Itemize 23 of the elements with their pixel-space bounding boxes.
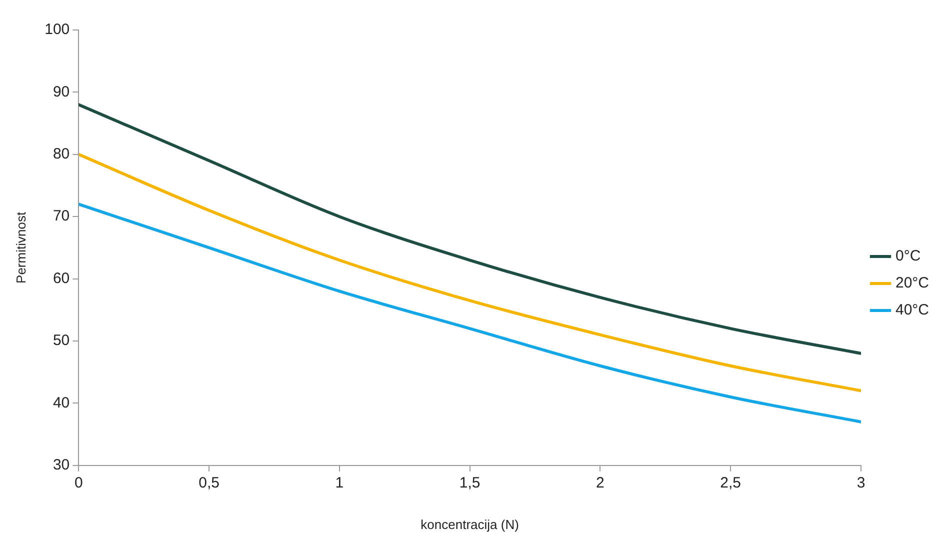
y-tick-label: 90 xyxy=(52,83,70,100)
x-tick-label: 1 xyxy=(335,474,344,492)
y-tick-label: 80 xyxy=(52,146,70,163)
x-axis-title: koncentracija (N) xyxy=(420,516,519,532)
legend-label: 40°C xyxy=(895,302,930,319)
legend-label: 20°C xyxy=(895,274,930,292)
x-tick-label: 1,5 xyxy=(459,474,480,492)
y-tick-label: 40 xyxy=(52,394,70,412)
line-series xyxy=(78,202,861,424)
x-tick-label: 2,5 xyxy=(720,474,742,492)
x-tick-label: 3 xyxy=(856,474,866,492)
y-axis-title: Permitivnost xyxy=(13,212,28,284)
legend-label: 0°C xyxy=(895,248,921,265)
x-tick-label: 2 xyxy=(596,474,604,492)
x-tick-label: 0,5 xyxy=(198,474,220,492)
x-tick-label: 0 xyxy=(74,474,83,492)
line-series xyxy=(78,103,861,355)
y-tick-label: 30 xyxy=(52,456,70,474)
y-tick-label: 70 xyxy=(52,208,70,225)
line-series xyxy=(78,152,861,392)
y-tick-label: 60 xyxy=(52,270,70,287)
y-tick-label: 50 xyxy=(52,332,70,350)
y-tick-label: 100 xyxy=(44,21,70,38)
